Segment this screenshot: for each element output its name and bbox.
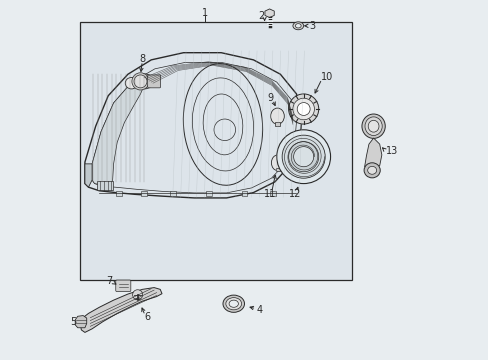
Text: 11: 11 [264,189,276,199]
Polygon shape [75,316,86,328]
FancyBboxPatch shape [116,280,131,292]
Text: 2: 2 [258,11,264,21]
Text: 9: 9 [267,93,273,103]
Ellipse shape [364,163,380,178]
Text: 7: 7 [105,276,112,286]
Circle shape [132,73,149,90]
Ellipse shape [367,120,378,132]
Circle shape [293,147,313,167]
Text: 10: 10 [320,72,332,82]
Ellipse shape [292,22,303,30]
Polygon shape [92,76,145,185]
Circle shape [288,141,318,172]
Ellipse shape [367,166,376,174]
Polygon shape [364,138,381,169]
Bar [97,181,113,190]
Text: 1: 1 [202,8,208,18]
Ellipse shape [134,74,154,89]
Ellipse shape [271,155,284,171]
Ellipse shape [364,117,382,135]
Text: 4: 4 [257,305,263,315]
Ellipse shape [295,24,301,28]
Bar [141,191,147,196]
Ellipse shape [125,77,138,89]
Ellipse shape [225,298,241,310]
Circle shape [282,135,325,178]
FancyBboxPatch shape [147,75,160,88]
Bar [80,22,351,280]
Bar [275,168,280,171]
Ellipse shape [361,114,385,138]
Text: 13: 13 [386,145,398,156]
Bar [116,191,122,196]
Circle shape [288,94,318,124]
Ellipse shape [228,300,238,307]
Bar [205,191,211,196]
Bar [270,191,276,196]
Bar [169,191,175,196]
Text: 3: 3 [309,21,315,31]
Circle shape [276,130,330,184]
Polygon shape [85,164,92,187]
Bar [274,122,280,126]
Text: 8: 8 [139,54,145,64]
Polygon shape [264,9,274,18]
Bar [241,191,247,196]
Text: 5: 5 [70,317,76,327]
Circle shape [132,290,142,300]
Circle shape [292,98,314,120]
Ellipse shape [270,108,284,124]
Polygon shape [80,288,162,332]
Text: 12: 12 [288,189,300,199]
Circle shape [134,75,147,88]
Ellipse shape [223,295,244,312]
Circle shape [297,103,309,116]
Text: 6: 6 [143,312,150,322]
